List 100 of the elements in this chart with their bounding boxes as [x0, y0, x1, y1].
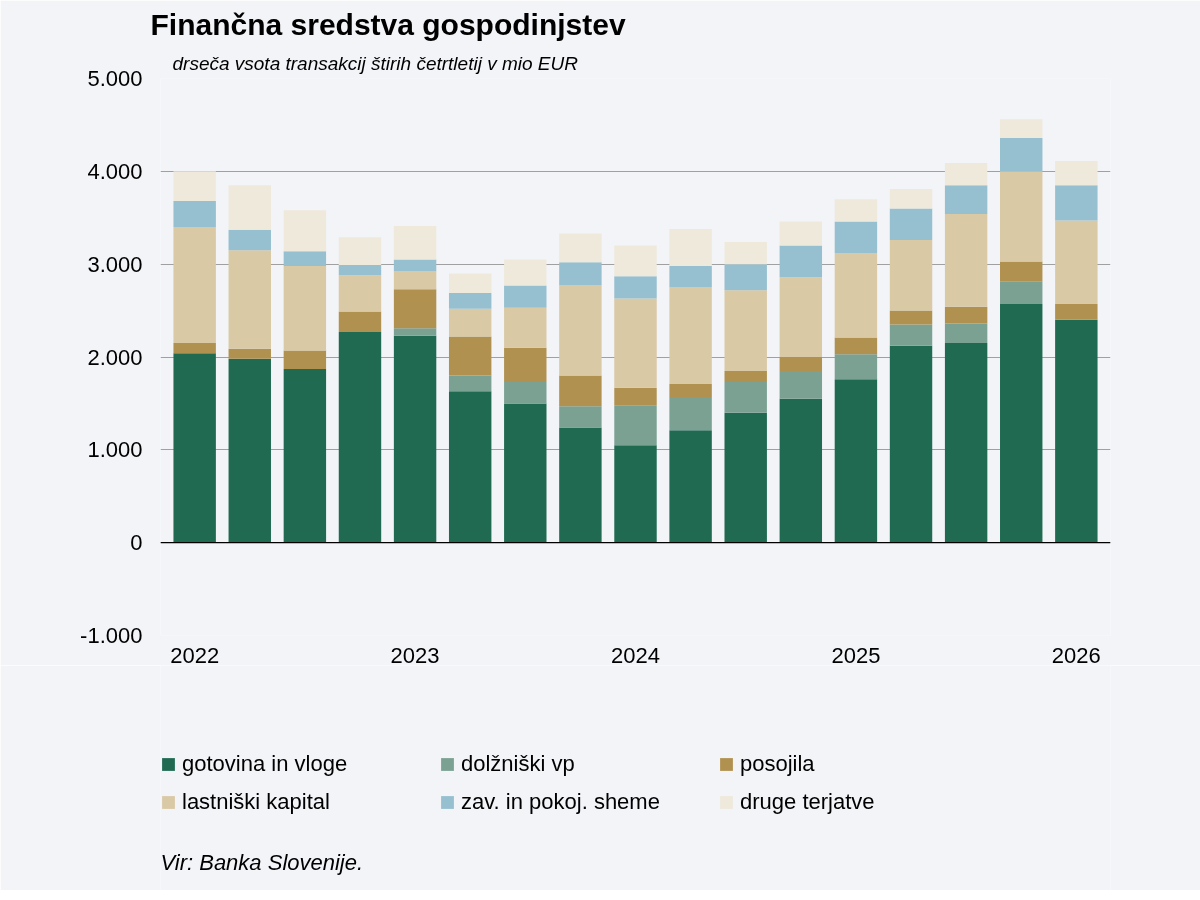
- bar: [779, 357, 823, 371]
- bar: [1055, 185, 1098, 221]
- bar: [173, 201, 216, 228]
- bar: [448, 308, 492, 337]
- x-tick-label: 2026: [1051, 642, 1101, 668]
- bar: [393, 259, 437, 272]
- bar: [448, 391, 492, 543]
- bar: [283, 251, 327, 267]
- legend-label: dolžniški vp: [461, 751, 576, 777]
- bar: [559, 427, 602, 543]
- bar: [393, 271, 437, 290]
- bar: [448, 273, 492, 293]
- bar: [944, 162, 988, 186]
- bar: [504, 347, 547, 383]
- legend-label: zav. in pokoj. sheme: [461, 789, 661, 815]
- bar: [393, 335, 437, 543]
- bar: [448, 336, 492, 376]
- bar: [889, 324, 933, 346]
- bar: [338, 311, 382, 332]
- bar: [228, 185, 271, 230]
- bar: [504, 403, 547, 543]
- bar: [669, 228, 712, 267]
- bar: [173, 227, 216, 344]
- bar: [559, 406, 602, 428]
- bar: [614, 298, 657, 388]
- bar: [779, 221, 823, 246]
- bar: [944, 214, 988, 307]
- bar: [448, 292, 492, 309]
- bar: [834, 379, 878, 543]
- bar: [1000, 304, 1043, 543]
- legend-label: lastniški kapital: [182, 789, 331, 815]
- bar: [338, 331, 382, 543]
- bar: [504, 307, 547, 348]
- legend-label: druge terjatve: [740, 789, 876, 815]
- bar: [338, 237, 382, 266]
- bar: [834, 337, 878, 355]
- x-tick-label: 2022: [170, 642, 220, 668]
- bar: [1000, 281, 1043, 305]
- bar: [1000, 261, 1043, 282]
- bar: [724, 290, 767, 371]
- bar: [944, 323, 988, 344]
- bar: [1055, 304, 1098, 320]
- bar: [559, 233, 602, 263]
- y-tick-label: 0: [130, 530, 143, 556]
- x-tick-label: 2023: [390, 642, 440, 668]
- bar: [614, 405, 657, 446]
- bar: [669, 396, 712, 431]
- bar: [834, 199, 878, 222]
- bar: [834, 354, 878, 380]
- bar: [834, 253, 878, 338]
- bar: [504, 382, 547, 404]
- bar: [228, 250, 271, 349]
- bar: [889, 188, 933, 209]
- x-tick-label: 2024: [611, 642, 660, 668]
- y-tick-label: 2.000: [87, 344, 143, 370]
- bar: [669, 287, 712, 384]
- bar: [1055, 161, 1098, 186]
- bar: [1055, 220, 1098, 305]
- text: Vir: Banka Slovenije.: [160, 849, 364, 875]
- bar: [944, 185, 988, 215]
- bar: [724, 370, 767, 383]
- y-tick-label: 5.000: [87, 66, 143, 91]
- bar: [448, 375, 492, 392]
- bar: [834, 221, 878, 254]
- bar: [889, 345, 933, 543]
- bar: [283, 210, 327, 252]
- bar: [779, 277, 823, 357]
- chart-title: Finančna sredstva gospodinjstev: [150, 7, 626, 41]
- bar: [724, 382, 767, 413]
- bar: [283, 369, 327, 543]
- bar: [1055, 319, 1098, 543]
- bar: [393, 289, 437, 329]
- bar: [944, 306, 988, 324]
- y-tick-label: 3.000: [87, 251, 143, 277]
- bar: [889, 310, 933, 325]
- bar: [559, 285, 602, 376]
- chart-subtitle: drseča vsota transakcij štirih četrtletij v mio EUR: [172, 52, 579, 74]
- bar: [889, 208, 933, 241]
- bar: [779, 370, 823, 399]
- y-tick-label: 4.000: [87, 158, 143, 184]
- bar: [228, 229, 271, 251]
- bar: [173, 171, 216, 202]
- bar: [614, 276, 657, 299]
- bar: [559, 375, 602, 407]
- bar: [1000, 119, 1043, 138]
- bar: [173, 353, 216, 543]
- y-tick-label: -1.000: [80, 623, 143, 648]
- bar: [889, 240, 933, 311]
- bar: [283, 266, 327, 351]
- bar: [228, 358, 271, 543]
- bar: [228, 348, 271, 359]
- bar: [393, 226, 437, 260]
- bar: [724, 241, 767, 265]
- bar: [338, 265, 382, 276]
- bar: [779, 398, 823, 543]
- bar: [504, 285, 547, 308]
- bar: [724, 412, 767, 543]
- bar: [1000, 137, 1043, 172]
- bar: [173, 343, 216, 354]
- bar: [669, 266, 712, 288]
